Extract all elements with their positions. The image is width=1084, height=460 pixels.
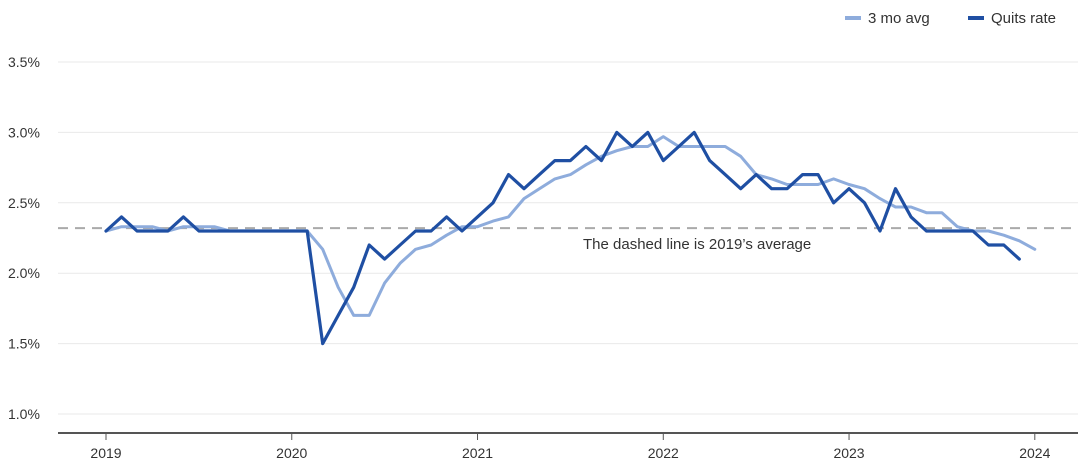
y-tick-label: 3.0% xyxy=(8,124,40,140)
x-tick-label: 2019 xyxy=(90,445,121,460)
legend-label: Quits rate xyxy=(991,10,1056,27)
x-tick-label: 2024 xyxy=(1019,445,1050,460)
y-tick-label: 3.5% xyxy=(8,54,40,70)
x-tick-label: 2021 xyxy=(462,445,493,460)
y-axis-labels: 1.0% 1.5% 2.0% 2.5% 3.0% 3.5% xyxy=(8,54,40,422)
y-tick-label: 2.0% xyxy=(8,265,40,281)
x-tick-label: 2022 xyxy=(648,445,679,460)
series-lines xyxy=(104,130,1037,346)
x-tick-label: 2023 xyxy=(833,445,864,460)
series-line-quits-rate xyxy=(104,130,1021,346)
series-line-3-mo-avg xyxy=(104,135,1037,317)
average-annotation: The dashed line is 2019’s average xyxy=(583,236,811,253)
legend: 3 mo avg Quits rate xyxy=(845,10,1056,27)
y-tick-label: 2.5% xyxy=(8,195,40,211)
legend-label: 3 mo avg xyxy=(868,10,930,27)
grid-lines xyxy=(58,61,1078,415)
x-axis: 2019 2020 2021 2022 2023 2024 xyxy=(58,432,1078,460)
y-tick-label: 1.0% xyxy=(8,406,40,422)
y-tick-label: 1.5% xyxy=(8,336,40,352)
x-tick-label: 2020 xyxy=(276,445,307,460)
